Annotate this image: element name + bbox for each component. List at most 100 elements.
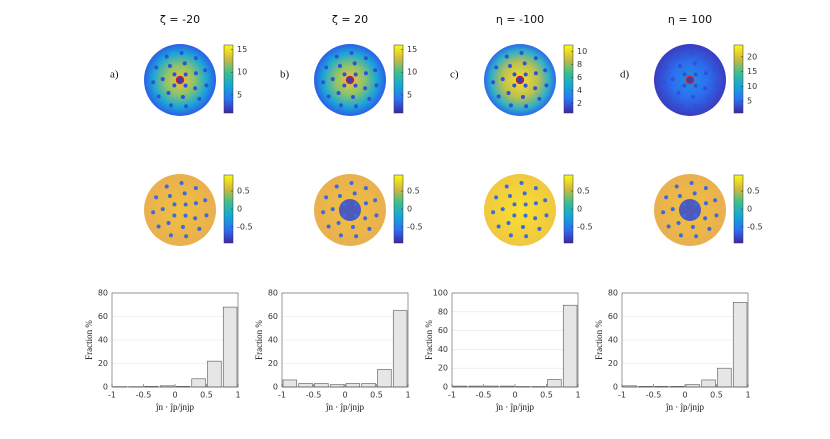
- vortex-dot: [342, 202, 346, 206]
- vortex-dot: [321, 210, 325, 214]
- vortex-dot: [494, 195, 498, 199]
- vortex-dot: [364, 71, 368, 75]
- vortex-dot: [324, 65, 328, 69]
- vortex-dot: [194, 71, 198, 75]
- bar: [315, 383, 329, 387]
- vortex-dot: [713, 68, 717, 72]
- bar: [208, 361, 222, 387]
- vortex-dot: [197, 227, 201, 231]
- colorbar-tick-label: 0: [577, 205, 582, 214]
- y-tick-label: 40: [98, 336, 108, 345]
- colorbar-tick-label: 0.5: [747, 187, 760, 196]
- vortex-dot: [354, 72, 358, 76]
- vortex-dot: [338, 194, 342, 198]
- vortex-dot: [183, 61, 187, 65]
- vortex-dot: [694, 202, 698, 206]
- vortex-dot: [678, 64, 682, 68]
- x-tick-label: -0.5: [136, 391, 152, 400]
- vortex-dot: [507, 221, 511, 225]
- vortex-dot: [364, 186, 368, 190]
- colorbar-tick-label: 5: [747, 97, 752, 106]
- x-tick-label: -1: [618, 391, 626, 400]
- colorbar: [734, 45, 743, 113]
- vortex-dot: [342, 214, 346, 218]
- vortex-dot: [524, 202, 528, 206]
- vortex-dot: [354, 234, 358, 238]
- panel-label: b): [280, 69, 290, 81]
- y-axis-label: Fraction %: [84, 320, 94, 360]
- vortex-dot: [350, 181, 354, 185]
- vortex-dot: [505, 184, 509, 188]
- x-tick-label: 0.5: [710, 391, 723, 400]
- vortex-dot: [342, 84, 346, 88]
- colorbar-tick-label: 10: [237, 68, 247, 77]
- vortex-dot: [338, 64, 342, 68]
- center-marker: [177, 77, 184, 84]
- vortex-dot: [512, 84, 516, 88]
- vortex-dot: [693, 191, 697, 195]
- x-tick-label: -0.5: [306, 391, 322, 400]
- vortex-dot: [703, 216, 707, 220]
- vortex-dot: [537, 97, 541, 101]
- bar: [393, 311, 407, 387]
- x-tick-label: -0.5: [476, 391, 492, 400]
- vortex-dot: [353, 61, 357, 65]
- vortex-dot: [184, 234, 188, 238]
- vortex-dot: [172, 202, 176, 206]
- vortex-dot: [374, 213, 378, 217]
- x-tick-label: -1: [108, 391, 116, 400]
- vortex-dot: [354, 84, 358, 88]
- colorbar-tick-label: 6: [577, 73, 582, 82]
- vortex-dot: [184, 104, 188, 108]
- vortex-dot: [181, 95, 185, 99]
- colorbar: [224, 45, 233, 113]
- vortex-dot: [184, 72, 188, 76]
- x-tick-label: 0: [172, 391, 177, 400]
- bar: [378, 369, 392, 387]
- y-tick-label: 40: [438, 345, 448, 354]
- y-tick-label: 60: [438, 326, 448, 335]
- y-axis-label: Fraction %: [254, 320, 264, 360]
- y-tick-label: 20: [268, 359, 278, 368]
- vortex-dot: [508, 194, 512, 198]
- x-tick-label: 1: [575, 391, 580, 400]
- column-title: η = -100: [496, 13, 544, 26]
- vortex-dot: [521, 225, 525, 229]
- x-tick-label: -1: [278, 391, 286, 400]
- vortex-dot: [169, 103, 173, 107]
- vortex-dot: [534, 71, 538, 75]
- vortex-dot: [524, 234, 528, 238]
- y-tick-label: 80: [608, 289, 618, 298]
- vortex-dot: [534, 186, 538, 190]
- vortex-dot: [165, 184, 169, 188]
- x-tick-label: 1: [745, 391, 750, 400]
- colorbar-tick-label: -0.5: [747, 222, 763, 231]
- vortex-dot: [373, 198, 377, 202]
- vortex-dot: [533, 86, 537, 90]
- vortex-dot: [184, 214, 188, 218]
- colorbar-tick-label: 4: [577, 86, 582, 95]
- y-tick-label: 100: [433, 289, 448, 298]
- x-tick-label: -1: [448, 391, 456, 400]
- vortex-dot: [339, 103, 343, 107]
- vortex-dot: [154, 195, 158, 199]
- vortex-dot: [691, 225, 695, 229]
- y-tick-label: 80: [438, 307, 448, 316]
- colorbar-tick-label: 0: [407, 205, 412, 214]
- vortex-dot: [704, 56, 708, 60]
- vortex-dot: [523, 61, 527, 65]
- vortex-dot: [194, 56, 198, 60]
- x-tick-label: 0: [342, 391, 347, 400]
- y-tick-label: 20: [438, 364, 448, 373]
- vortex-dot: [704, 201, 708, 205]
- bar: [223, 307, 237, 387]
- vortex-dot: [204, 213, 208, 217]
- vortex-dot: [682, 214, 686, 218]
- bar: [330, 385, 344, 387]
- vortex-dot: [181, 225, 185, 229]
- vortex-dot: [679, 103, 683, 107]
- x-axis-label: ĵn · ĵp/jnjp: [325, 402, 364, 412]
- colorbar-tick-label: 5: [407, 90, 412, 99]
- vortex-dot: [682, 202, 686, 206]
